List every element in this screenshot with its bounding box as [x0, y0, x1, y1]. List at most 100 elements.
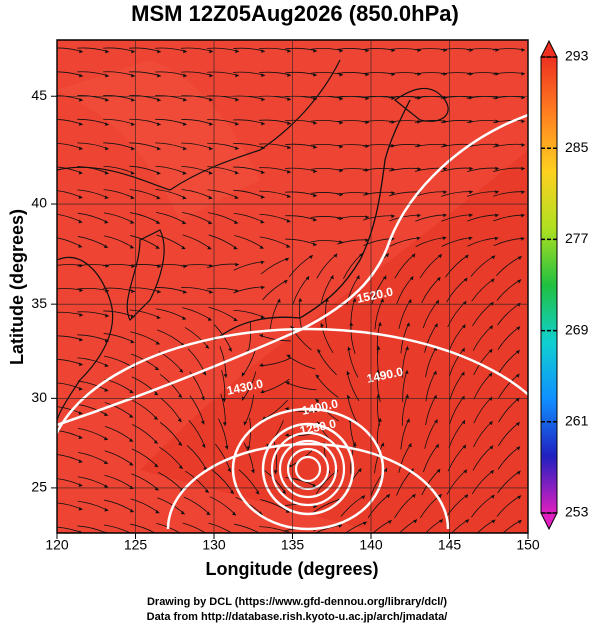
arrowhead: [489, 470, 494, 475]
arrowhead: [104, 460, 108, 465]
arrowhead: [78, 170, 83, 175]
x-tick-label: 140: [359, 537, 383, 553]
arrowhead: [365, 238, 369, 243]
arrowhead: [386, 494, 390, 499]
arrowhead: [338, 524, 343, 528]
arrowhead: [78, 362, 83, 367]
arrowhead: [356, 275, 360, 280]
arrowhead: [131, 49, 135, 54]
arrowhead: [259, 245, 264, 249]
arrowhead: [234, 170, 239, 175]
arrowhead: [183, 97, 187, 102]
arrowhead: [521, 48, 525, 52]
x-axis-label: Longitude (degrees): [205, 559, 378, 579]
arrowhead: [208, 170, 213, 175]
contour-line: [57, 113, 528, 427]
arrowhead: [205, 344, 210, 349]
arrowhead: [516, 470, 521, 475]
arrowhead: [154, 391, 159, 396]
streamline: [208, 522, 233, 533]
arrowhead: [287, 73, 291, 77]
arrowhead: [155, 341, 160, 345]
arrowhead: [130, 220, 135, 224]
streamline: [156, 522, 181, 533]
colorbar-body: [540, 56, 558, 514]
arrowhead: [251, 469, 255, 474]
arrowhead: [489, 445, 494, 450]
arrowhead: [315, 398, 320, 403]
arrowhead: [104, 219, 109, 224]
arrowhead: [234, 146, 239, 151]
arrowhead: [436, 277, 441, 282]
arrowhead: [183, 49, 187, 54]
arrowhead: [181, 245, 186, 250]
arrowhead: [104, 338, 109, 343]
arrowhead: [435, 443, 439, 448]
footer-line: Data from http://database.rish.kyoto-u.a…: [147, 611, 448, 623]
arrowhead: [260, 194, 265, 199]
arrowhead: [286, 244, 291, 248]
arrowhead: [287, 145, 291, 150]
arrowhead: [495, 190, 499, 195]
colorbar: 253 261 269 277 285 293: [540, 39, 589, 531]
arrowhead: [417, 167, 421, 172]
arrowhead: [209, 49, 213, 54]
arrowhead: [287, 121, 291, 126]
arrowhead: [515, 422, 520, 426]
arrowhead: [378, 322, 382, 326]
arrowhead: [260, 219, 265, 224]
arrowhead: [312, 483, 317, 488]
arrowhead: [416, 236, 421, 241]
arrowhead: [365, 215, 369, 220]
arrowhead: [488, 348, 493, 353]
arrowhead: [78, 386, 83, 391]
arrowhead: [380, 298, 385, 303]
arrowhead: [78, 435, 83, 440]
arrowhead: [222, 422, 227, 426]
arrowhead: [362, 521, 367, 526]
arrowhead: [346, 371, 351, 376]
arrowhead: [521, 71, 525, 76]
arrowhead: [469, 166, 473, 171]
x-tick-label: 150: [516, 537, 540, 553]
arrowhead: [376, 346, 381, 350]
arrowhead: [105, 49, 109, 54]
arrowhead: [235, 97, 239, 102]
arrowhead: [260, 389, 265, 394]
arrowhead: [157, 73, 161, 78]
arrowhead: [411, 253, 416, 258]
arrowhead: [78, 244, 83, 248]
arrowhead: [461, 420, 466, 425]
y-axis-label: Latitude (degrees): [7, 209, 27, 365]
colorbar-tick-label: 253: [565, 504, 589, 520]
arrowhead: [273, 470, 278, 474]
arrowhead: [376, 394, 381, 398]
arrowhead: [200, 420, 205, 425]
colorbar-tick-label: 261: [565, 413, 589, 429]
arrowhead: [255, 490, 260, 495]
arrowhead: [313, 169, 317, 174]
arrowhead: [222, 398, 226, 402]
arrowhead: [380, 442, 385, 447]
x-tick-label: 125: [124, 537, 148, 553]
arrowhead: [182, 533, 186, 536]
contour-ring: [294, 455, 322, 483]
contour-ring: [278, 439, 338, 499]
arrowhead: [435, 300, 439, 305]
arrowhead: [155, 245, 160, 249]
y-tick-label: 35: [31, 295, 47, 311]
arrowhead: [406, 418, 411, 423]
arrowhead: [261, 121, 265, 126]
arrowhead: [333, 253, 338, 258]
arrowhead: [313, 193, 317, 198]
arrowhead: [153, 439, 158, 444]
arrowhead: [521, 95, 525, 100]
arrowhead: [521, 119, 525, 124]
arrowhead: [494, 236, 499, 241]
arrowhead: [286, 219, 291, 223]
arrowhead: [352, 442, 357, 446]
arrowhead: [182, 316, 187, 320]
arrowhead: [261, 97, 265, 102]
arrowhead: [313, 145, 317, 149]
